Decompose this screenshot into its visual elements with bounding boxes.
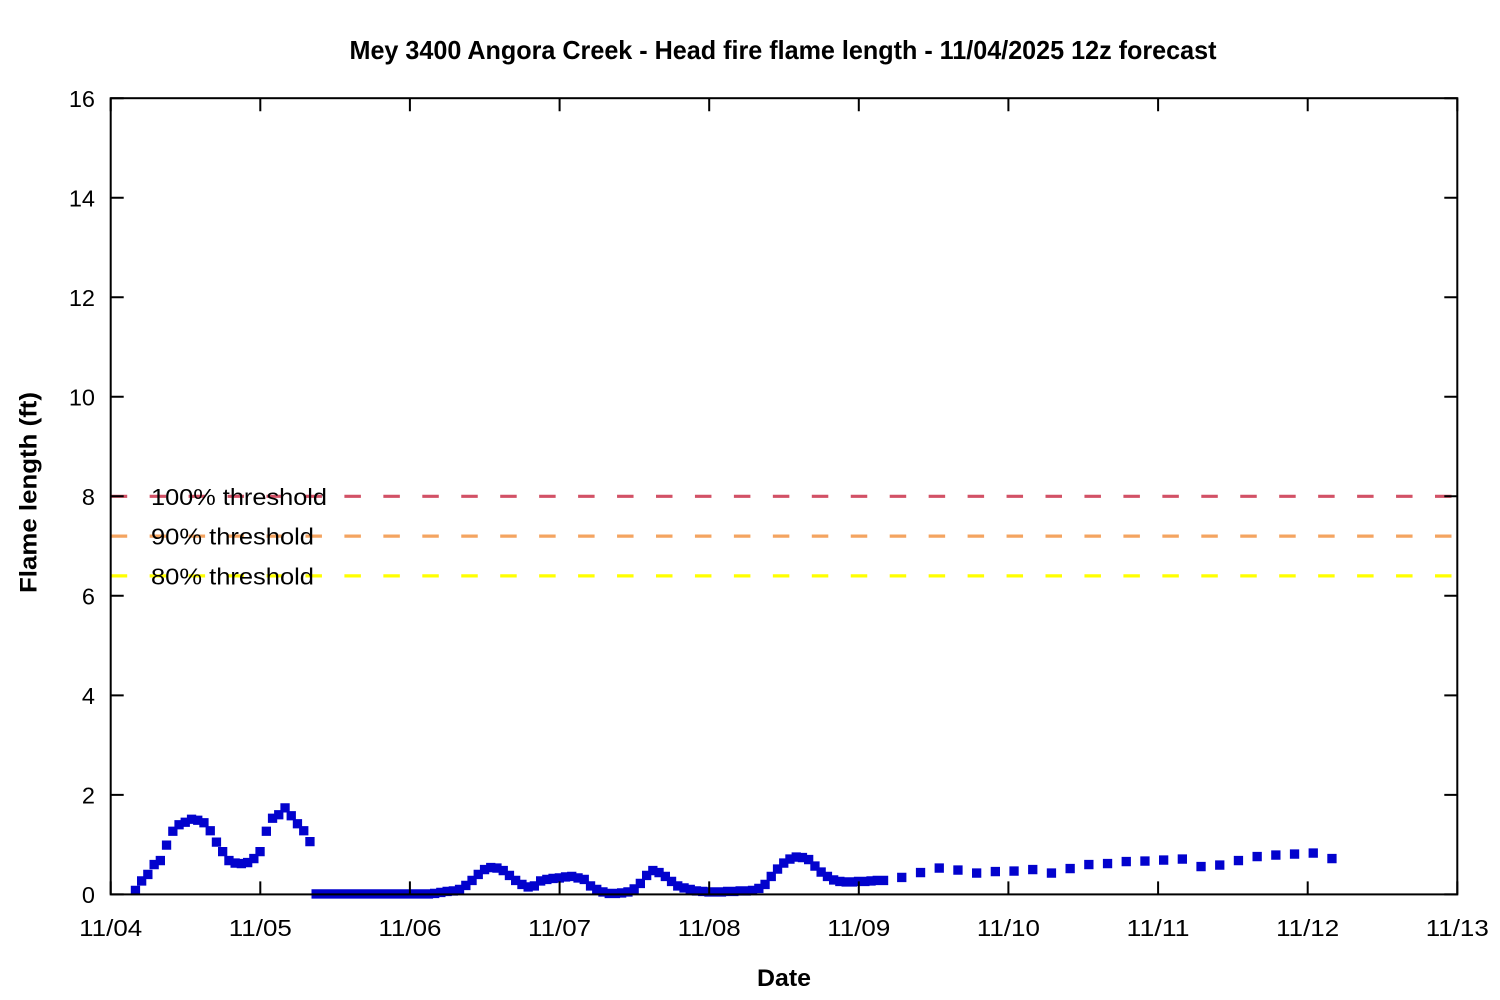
svg-text:11/04: 11/04 xyxy=(79,915,142,941)
svg-text:11/06: 11/06 xyxy=(378,915,441,941)
svg-text:11/11: 11/11 xyxy=(1127,915,1190,941)
svg-text:11/08: 11/08 xyxy=(678,915,741,941)
svg-text:8: 8 xyxy=(82,484,95,510)
svg-text:10: 10 xyxy=(69,384,95,410)
svg-text:90% threshold: 90% threshold xyxy=(151,524,314,550)
svg-text:11/12: 11/12 xyxy=(1276,915,1339,941)
svg-text:Mey 3400 Angora Creek - Head f: Mey 3400 Angora Creek - Head fire flame … xyxy=(350,35,1217,65)
svg-text:11/09: 11/09 xyxy=(827,915,890,941)
svg-text:11/13: 11/13 xyxy=(1426,915,1489,941)
svg-text:80% threshold: 80% threshold xyxy=(151,564,314,590)
svg-text:11/10: 11/10 xyxy=(977,915,1040,941)
svg-text:6: 6 xyxy=(82,583,95,609)
svg-text:12: 12 xyxy=(69,285,95,311)
svg-text:4: 4 xyxy=(82,683,95,709)
svg-text:11/05: 11/05 xyxy=(229,915,292,941)
svg-text:2: 2 xyxy=(82,782,95,808)
svg-text:14: 14 xyxy=(69,185,95,211)
svg-text:11/07: 11/07 xyxy=(528,915,591,941)
svg-text:Flame length (ft): Flame length (ft) xyxy=(16,392,43,593)
svg-text:Date: Date xyxy=(757,965,811,992)
svg-text:16: 16 xyxy=(69,86,95,112)
svg-text:0: 0 xyxy=(82,882,95,908)
svg-text:100% threshold: 100% threshold xyxy=(151,484,327,510)
